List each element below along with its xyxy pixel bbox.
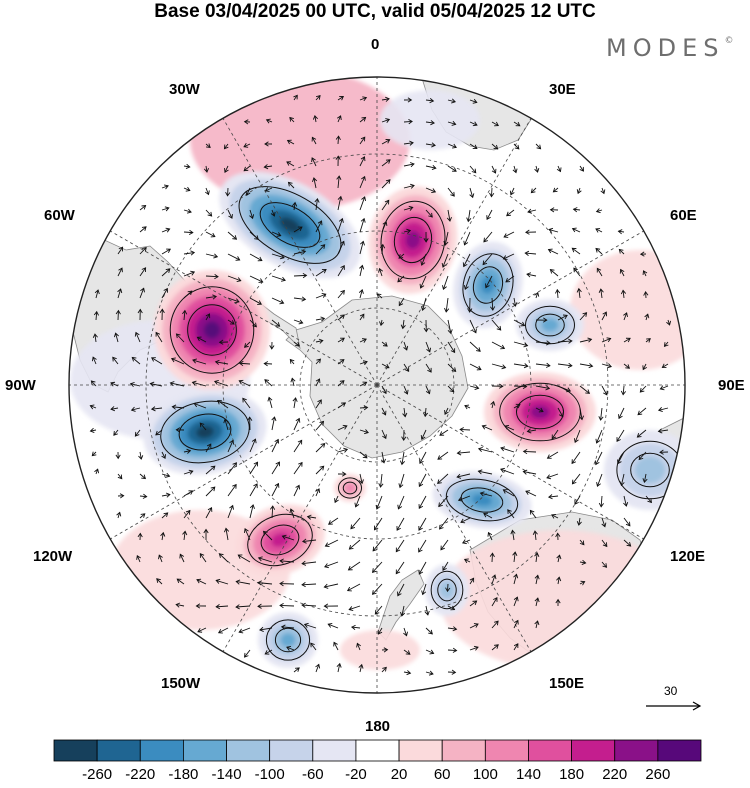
lon-label-30e: 30E xyxy=(549,82,576,98)
colorbar-swatch xyxy=(313,740,356,761)
anomaly-halo xyxy=(340,630,420,670)
colorbar-tick-label: 220 xyxy=(602,766,627,783)
lon-label-60e: 60E xyxy=(670,208,697,224)
lon-label-90e: 90E xyxy=(718,378,745,394)
vector-reference-arrow xyxy=(640,684,710,714)
colorbar-tick-label: -140 xyxy=(212,766,242,783)
lon-label-60w: 60W xyxy=(44,208,75,224)
colorbar-swatch xyxy=(615,740,658,761)
anomaly-halo xyxy=(380,90,480,150)
colorbar-tick-label: -220 xyxy=(125,766,155,783)
colorbar-tick-label: -260 xyxy=(82,766,112,783)
colorbar-tick-label: 180 xyxy=(559,766,584,783)
colorbar-tick-label: -180 xyxy=(168,766,198,783)
anomaly-neg-west-australia xyxy=(604,430,696,510)
colorbar-swatch xyxy=(183,740,226,761)
lon-label-0: 0 xyxy=(371,37,379,53)
vector-reference: 30 xyxy=(640,684,710,714)
colorbar-swatch xyxy=(97,740,140,761)
colorbar-swatch xyxy=(270,740,313,761)
colorbar-tick-label: -60 xyxy=(302,766,324,783)
colorbar-swatch xyxy=(227,740,270,761)
lon-label-150w: 150W xyxy=(161,676,200,692)
colorbar-swatch xyxy=(572,740,615,761)
land-madagascar-east-africa xyxy=(598,80,664,150)
colorbar-swatch xyxy=(442,740,485,761)
lon-label-120w: 120W xyxy=(33,549,72,565)
lon-label-90w: 90W xyxy=(5,378,36,394)
colorbar-swatch xyxy=(356,740,399,761)
colorbar-tick-label: -100 xyxy=(255,766,285,783)
colorbar-swatch xyxy=(140,740,183,761)
colorbar-swatch xyxy=(54,740,97,761)
anomaly-pos-south-america xyxy=(154,270,270,390)
colorbar-tick-label: 260 xyxy=(645,766,670,783)
polar-map xyxy=(0,0,750,730)
colorbar-tick-label: 140 xyxy=(516,766,541,783)
anomaly-neg-ross-sea xyxy=(258,612,318,668)
lon-label-150e: 150E xyxy=(549,676,584,692)
colorbar-tick-label: -20 xyxy=(345,766,367,783)
lon-label-120e: 120E xyxy=(670,549,705,565)
colorbar-swatch xyxy=(528,740,571,761)
colorbar-swatches: -260 -220 -180 -140 -100 -60 -20 20 60 100 140 180 2… xyxy=(0,730,750,783)
colorbar-tick-label: 60 xyxy=(434,766,451,783)
colorbar-swatch xyxy=(399,740,442,761)
colorbar: -260 -220 -180 -140 -100 -60 -20 20 60 100 140 180 2… xyxy=(0,730,750,783)
colorbar-tick-label: 20 xyxy=(391,766,408,783)
lon-label-30w: 30W xyxy=(169,82,200,98)
colorbar-swatch xyxy=(658,740,701,761)
colorbar-swatch xyxy=(485,740,528,761)
colorbar-tick-label: 100 xyxy=(473,766,498,783)
anomaly-halo xyxy=(570,250,710,370)
